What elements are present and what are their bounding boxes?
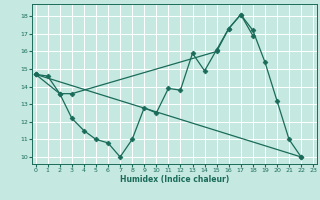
X-axis label: Humidex (Indice chaleur): Humidex (Indice chaleur): [120, 175, 229, 184]
